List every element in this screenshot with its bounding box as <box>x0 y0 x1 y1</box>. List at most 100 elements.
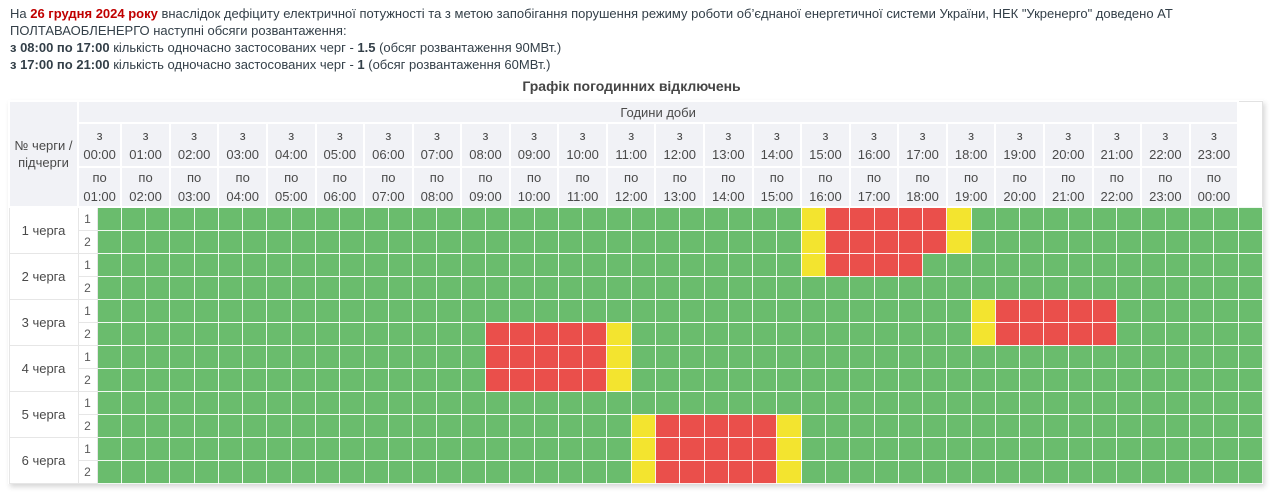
to-prefix: по <box>818 170 833 185</box>
schedule-cell <box>897 299 924 323</box>
schedule-cell <box>654 368 681 392</box>
schedule-cell <box>849 253 875 277</box>
from-time: 19:00 <box>1003 147 1036 162</box>
schedule-cell <box>460 230 487 254</box>
schedule-cell <box>120 437 147 461</box>
schedule-cell <box>1092 345 1118 369</box>
schedule-cell <box>1189 322 1215 346</box>
schedule-cell <box>922 391 948 415</box>
schedule-cell <box>606 322 632 346</box>
schedule-cell <box>630 460 656 484</box>
schedule-cell <box>582 230 608 254</box>
schedule-cell <box>1019 322 1045 346</box>
schedule-cell <box>363 299 389 323</box>
schedule-cell <box>436 437 462 461</box>
schedule-cell <box>387 414 414 438</box>
to-time: 02:00 <box>129 189 162 204</box>
hour-from-header: з 13:00 <box>703 122 754 168</box>
to-time: 12:00 <box>614 189 648 204</box>
schedule-row: 2 <box>9 230 1264 254</box>
schedule-cell <box>946 230 972 254</box>
from-prefix: з <box>482 128 489 143</box>
schedule-cell <box>169 299 195 323</box>
schedule-cell <box>727 253 754 277</box>
schedule-cell <box>242 437 268 461</box>
schedule-cell <box>1067 253 1094 277</box>
schedule-cell <box>436 391 462 415</box>
schedule-cell <box>242 414 268 438</box>
schedule-row: 2 <box>9 368 1264 392</box>
schedule-cell <box>873 253 899 277</box>
schedule-cell <box>970 206 996 231</box>
to-time: 14:00 <box>712 189 745 204</box>
schedule-cell <box>946 460 972 484</box>
schedule-cell <box>533 299 559 323</box>
schedule-cell <box>1213 414 1239 438</box>
schedule-cell <box>824 437 851 461</box>
to-prefix: по <box>186 170 202 185</box>
schedule-cell <box>897 253 924 277</box>
hour-from-header: з 12:00 <box>654 122 706 168</box>
schedule-cell <box>315 414 341 438</box>
schedule-cell <box>897 368 924 392</box>
schedule-cell <box>460 414 487 438</box>
schedule-cell <box>1140 414 1166 438</box>
schedule-cell <box>1067 322 1094 346</box>
schedule-cell <box>776 414 802 438</box>
schedule-cell <box>654 437 681 461</box>
schedule-cell <box>922 368 948 392</box>
schedule-cell <box>1067 206 1094 231</box>
schedule-cell <box>1189 345 1215 369</box>
schedule-cell <box>436 368 462 392</box>
schedule-cell <box>752 391 778 415</box>
from-time: 12:00 <box>663 147 697 162</box>
schedule-cell <box>1189 276 1215 300</box>
subqueue-number: 2 <box>77 368 98 392</box>
schedule-cell <box>1237 437 1264 461</box>
schedule-cell <box>290 460 317 484</box>
schedule-cell <box>145 460 171 484</box>
schedule-cell <box>849 230 875 254</box>
schedule-cell <box>800 276 826 300</box>
schedule-cell <box>484 368 511 392</box>
schedule-cell <box>533 391 559 415</box>
schedule-cell <box>1092 414 1118 438</box>
schedule-cell <box>970 276 996 300</box>
notice-line-2-mid: кількість одночасно застосованих черг - <box>109 40 358 55</box>
schedule-cell <box>145 391 171 415</box>
schedule-cell <box>922 230 948 254</box>
to-time: 13:00 <box>663 189 697 204</box>
schedule-cell <box>484 460 511 484</box>
from-time: 00:00 <box>83 147 116 162</box>
schedule-cell <box>606 368 632 392</box>
schedule-cell <box>994 276 1021 300</box>
schedule-cell <box>96 437 122 461</box>
schedule-cell <box>1164 368 1191 392</box>
schedule-cell <box>654 322 681 346</box>
schedule-cell <box>96 230 122 254</box>
queue-label: 2 черга <box>8 253 79 300</box>
from-time: 11:00 <box>615 147 647 162</box>
from-prefix: з <box>919 128 926 143</box>
schedule-cell <box>849 460 875 484</box>
schedule-cell <box>315 345 341 369</box>
schedule-cell <box>169 206 195 231</box>
schedule-cell <box>679 368 705 392</box>
schedule-cell <box>145 345 171 369</box>
schedule-cell <box>873 437 899 461</box>
from-time: 04:00 <box>274 147 308 162</box>
notice-line-2: з 08:00 по 17:00 кількість одночасно зас… <box>10 39 1270 56</box>
schedule-cell <box>120 253 147 277</box>
to-prefix: по <box>138 170 153 185</box>
from-prefix: з <box>531 128 538 143</box>
schedule-cell <box>193 230 219 254</box>
schedule-cell <box>776 276 802 300</box>
schedule-cell <box>1237 460 1264 484</box>
schedule-cell <box>1237 414 1264 438</box>
to-prefix: по <box>915 170 930 185</box>
to-prefix: по <box>1158 170 1173 185</box>
schedule-cell <box>169 322 195 346</box>
schedule-row: 2 черга 1 <box>8 253 1264 300</box>
hour-from-header: з 06:00 <box>363 122 414 168</box>
schedule-row: 3 черга 1 <box>8 299 1264 346</box>
